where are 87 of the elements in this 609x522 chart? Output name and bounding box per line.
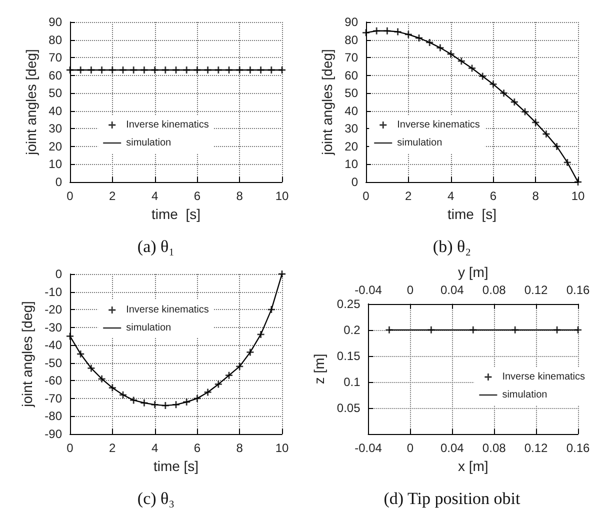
x-tick-label: 2 — [109, 441, 116, 455]
y-tick-label: -40 — [44, 338, 62, 352]
y-tick-label: -70 — [44, 391, 62, 406]
x-axis-title: time [s] — [151, 206, 201, 222]
legend-label: Inverse kinematics — [502, 372, 586, 382]
x-tick-label: 2 — [109, 189, 116, 203]
y-tick-label: 30 — [48, 122, 62, 136]
x-tick-label: 6 — [194, 441, 201, 455]
y-axis-title: joint angles [deg] — [318, 49, 335, 156]
y-tick-label: 20 — [344, 139, 358, 154]
y-tick-label: 80 — [48, 32, 62, 47]
x-tick-label: 0 — [66, 441, 74, 455]
legend-label: simulation — [126, 322, 172, 334]
y-tick-label: -60 — [44, 374, 62, 388]
x-axis-title: time [s] — [153, 458, 199, 474]
x-tick-label: 4 — [151, 441, 158, 455]
y-tick-label: 90 — [48, 15, 62, 29]
x-tick-label: 8 — [236, 441, 244, 455]
y-tick-label: -80 — [44, 409, 62, 424]
text: (a) θ₁ — [137, 237, 175, 256]
legend-label: simulation — [126, 138, 172, 148]
x-tick-label: 0.16 — [566, 441, 590, 455]
y-tick-label: 40 — [48, 104, 62, 118]
y-tick-label: 0 — [55, 175, 62, 189]
text: (d) Tip position obit — [384, 489, 521, 508]
x2-axis-title: y [m] — [458, 264, 488, 280]
x-tick-label: 0.08 — [482, 441, 506, 455]
x-tick-label: 6 — [490, 189, 497, 203]
x-tick-label: 0 — [406, 441, 414, 455]
x2-tick-label: 0 — [406, 282, 414, 297]
y-tick-label: 0.15 — [336, 348, 361, 363]
y-tick-label: 0.05 — [336, 400, 361, 415]
y-tick-label: 80 — [344, 32, 358, 47]
x2-tick-label: 0.04 — [440, 282, 464, 297]
x-tick-label: 8 — [236, 189, 244, 203]
x-tick-label: 0 — [362, 189, 370, 203]
x-tick-label: 10 — [571, 189, 585, 203]
x2-tick-label: -0.04 — [354, 282, 382, 297]
y-tick-label: 90 — [344, 15, 358, 29]
y-tick-label: 60 — [48, 68, 62, 82]
legend-label: Inverse kinematics — [126, 120, 209, 130]
x-tick-label: 0.04 — [440, 441, 464, 455]
x-tick-label: 6 — [194, 189, 201, 203]
y-axis-title: joint angles [deg] — [22, 49, 39, 156]
y-tick-label: 10 — [344, 157, 358, 172]
legend-label: simulation — [397, 138, 442, 148]
y-axis-title: z [m] — [311, 354, 327, 384]
y-tick-label: 0.2 — [344, 322, 361, 337]
y-tick-label: -20 — [44, 302, 62, 317]
y-tick-label: 50 — [48, 86, 62, 100]
y-tick-label: 60 — [344, 68, 358, 82]
y-axis-title: joint angles [deg] — [18, 301, 35, 408]
legend-label: Inverse kinematics — [397, 120, 480, 130]
y-tick-label: -30 — [44, 320, 62, 334]
point — [98, 375, 106, 382]
x-axis-title: time [s] — [447, 206, 497, 222]
y-tick-label: 40 — [344, 104, 358, 118]
x-tick-label: 4 — [151, 189, 158, 203]
x2-tick-label: 0.16 — [566, 282, 590, 297]
x-tick-label: 8 — [532, 189, 540, 203]
y-tick-label: 10 — [48, 157, 62, 172]
x-tick-label: 0.12 — [524, 441, 548, 455]
x-axis-title: x [m] — [458, 458, 488, 474]
x2-tick-label: 0.08 — [482, 282, 506, 297]
x-tick-label: -0.04 — [354, 441, 382, 455]
text: (c) θ₃ — [137, 489, 175, 508]
x-tick-label: 10 — [275, 441, 289, 455]
y-tick-label: -10 — [44, 284, 62, 299]
y-tick-label: -50 — [44, 356, 62, 370]
y-tick-label: 0.1 — [344, 374, 361, 389]
y-tick-label: 70 — [48, 50, 62, 65]
y-tick-label: 50 — [344, 86, 358, 100]
legend-label: simulation — [502, 390, 548, 400]
x-tick-label: 2 — [405, 189, 412, 203]
x2-tick-label: 0.12 — [524, 282, 548, 297]
x-tick-label: 0 — [66, 189, 74, 203]
y-tick-label: 0 — [351, 175, 358, 189]
y-tick-label: 70 — [344, 50, 358, 65]
text: (b) θ₂ — [432, 237, 472, 256]
x-tick-label: 4 — [447, 189, 454, 203]
y-tick-label: -90 — [44, 427, 62, 441]
legend-label: Inverse kinematics — [126, 304, 209, 316]
y-tick-label: 30 — [344, 122, 358, 136]
x-tick-label: 10 — [275, 189, 289, 203]
y-tick-label: 0 — [55, 267, 62, 281]
y-tick-label: 0.25 — [336, 296, 361, 311]
y-tick-label: 20 — [48, 139, 62, 154]
